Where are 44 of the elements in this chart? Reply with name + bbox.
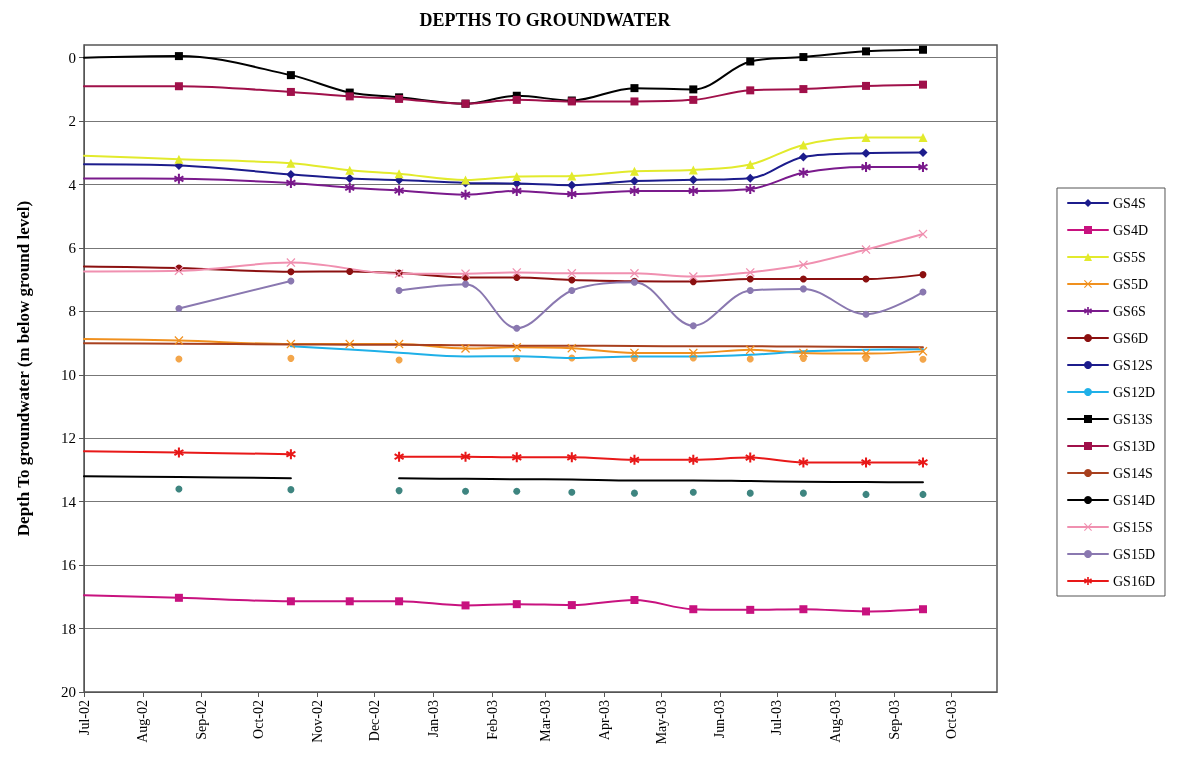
- x-tick-label: Apr-03: [596, 700, 612, 741]
- x-tick-label: Mar-03: [537, 700, 553, 742]
- chart-title: DEPTHS TO GROUNDWATER: [419, 10, 672, 30]
- x-tick-label: Feb-03: [484, 700, 500, 740]
- x-tick-label: Jun-03: [712, 700, 728, 739]
- legend-label: GS5S: [1112, 249, 1146, 265]
- x-tick-label: Jul-02: [76, 700, 92, 735]
- legend-label: GS16D: [1112, 573, 1156, 589]
- y-tick-label: 14: [61, 493, 77, 510]
- legend-label: GS14D: [1112, 492, 1156, 508]
- x-tick-label: Oct-03: [943, 700, 959, 739]
- x-tick-label: Jul-03: [769, 700, 785, 735]
- x-tick-label: May-03: [653, 700, 669, 745]
- legend-label: GS13D: [1112, 438, 1156, 454]
- legend-label: GS12D: [1112, 384, 1156, 400]
- y-tick-label: 8: [68, 303, 76, 320]
- legend-label: GS6S: [1112, 303, 1146, 319]
- legend-label: GS15S: [1112, 519, 1153, 535]
- legend-label: GS15D: [1112, 546, 1156, 562]
- legend-label: GS12S: [1112, 357, 1153, 373]
- x-tick-label: Sep-02: [194, 700, 210, 740]
- y-tick-label: 4: [68, 176, 77, 193]
- legend-label: GS4S: [1112, 195, 1146, 211]
- y-axis-title: Depth To groundwater (m below ground level): [14, 200, 33, 537]
- legend-label: GS13S: [1112, 411, 1153, 427]
- y-tick-label: 0: [68, 49, 76, 66]
- y-tick-label: 16: [61, 557, 77, 574]
- x-tick-label: Jan-03: [425, 700, 441, 738]
- legend-label: GS4D: [1112, 222, 1149, 238]
- legend-label: GS14S: [1112, 465, 1153, 481]
- y-tick-label: 18: [61, 620, 76, 637]
- x-tick-label: Nov-02: [309, 700, 325, 743]
- y-tick-label: 6: [68, 239, 77, 256]
- x-tick-label: Oct-02: [251, 700, 267, 739]
- x-tick-label: Aug-03: [828, 700, 844, 743]
- y-tick-label: 2: [68, 113, 76, 130]
- x-tick-label: Sep-03: [887, 700, 902, 740]
- legend-label: GS5D: [1112, 276, 1149, 292]
- y-tick-label: 20: [61, 684, 76, 700]
- y-tick-label: 10: [61, 366, 76, 383]
- x-tick-label: Aug-02: [135, 700, 151, 743]
- x-tick-label: Dec-02: [366, 700, 382, 742]
- y-tick-label: 12: [61, 430, 76, 447]
- legend-label: GS6D: [1112, 330, 1149, 346]
